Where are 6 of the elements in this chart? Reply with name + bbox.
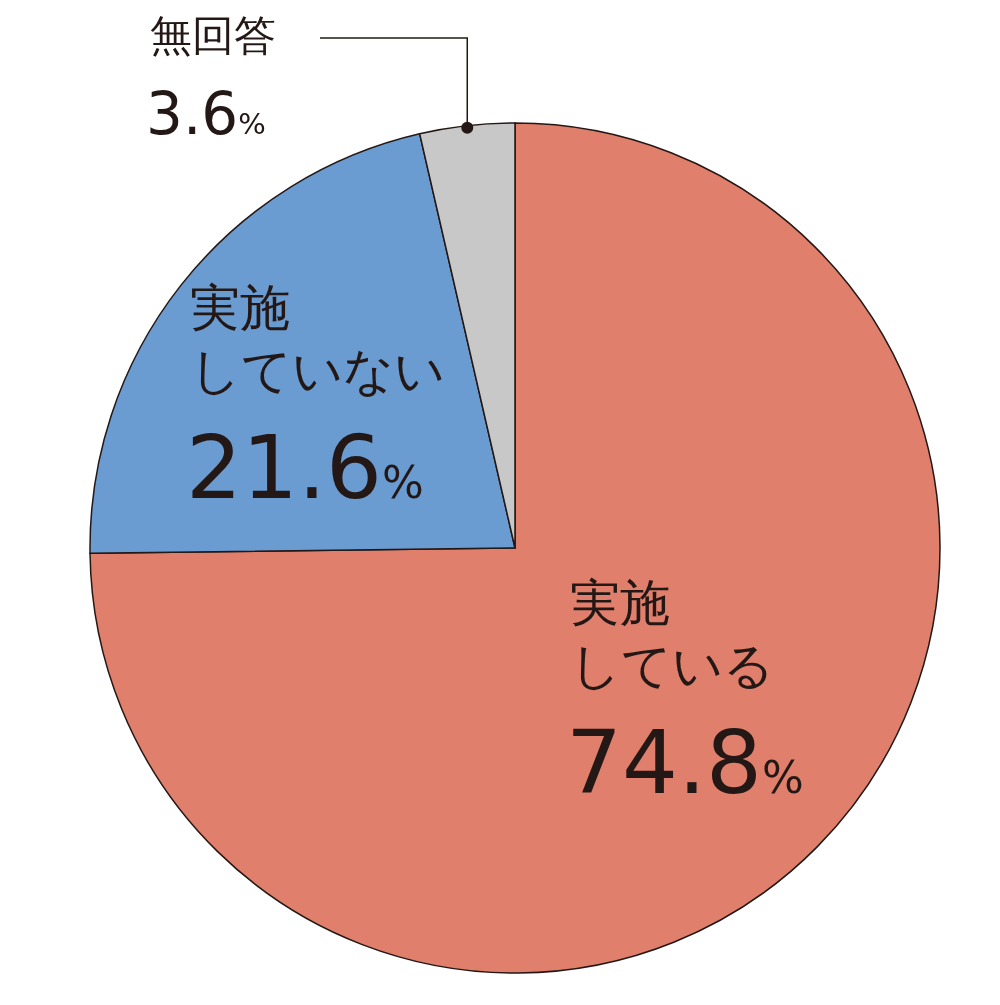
slice-label: 実施している [570,574,774,695]
slice-label: 実施していない [190,279,445,400]
slice-label: 無回答 [150,11,276,60]
data-label: 74.8% [566,711,804,815]
data-label: 3.6% [146,80,266,149]
data-label: 21.6% [186,416,424,520]
